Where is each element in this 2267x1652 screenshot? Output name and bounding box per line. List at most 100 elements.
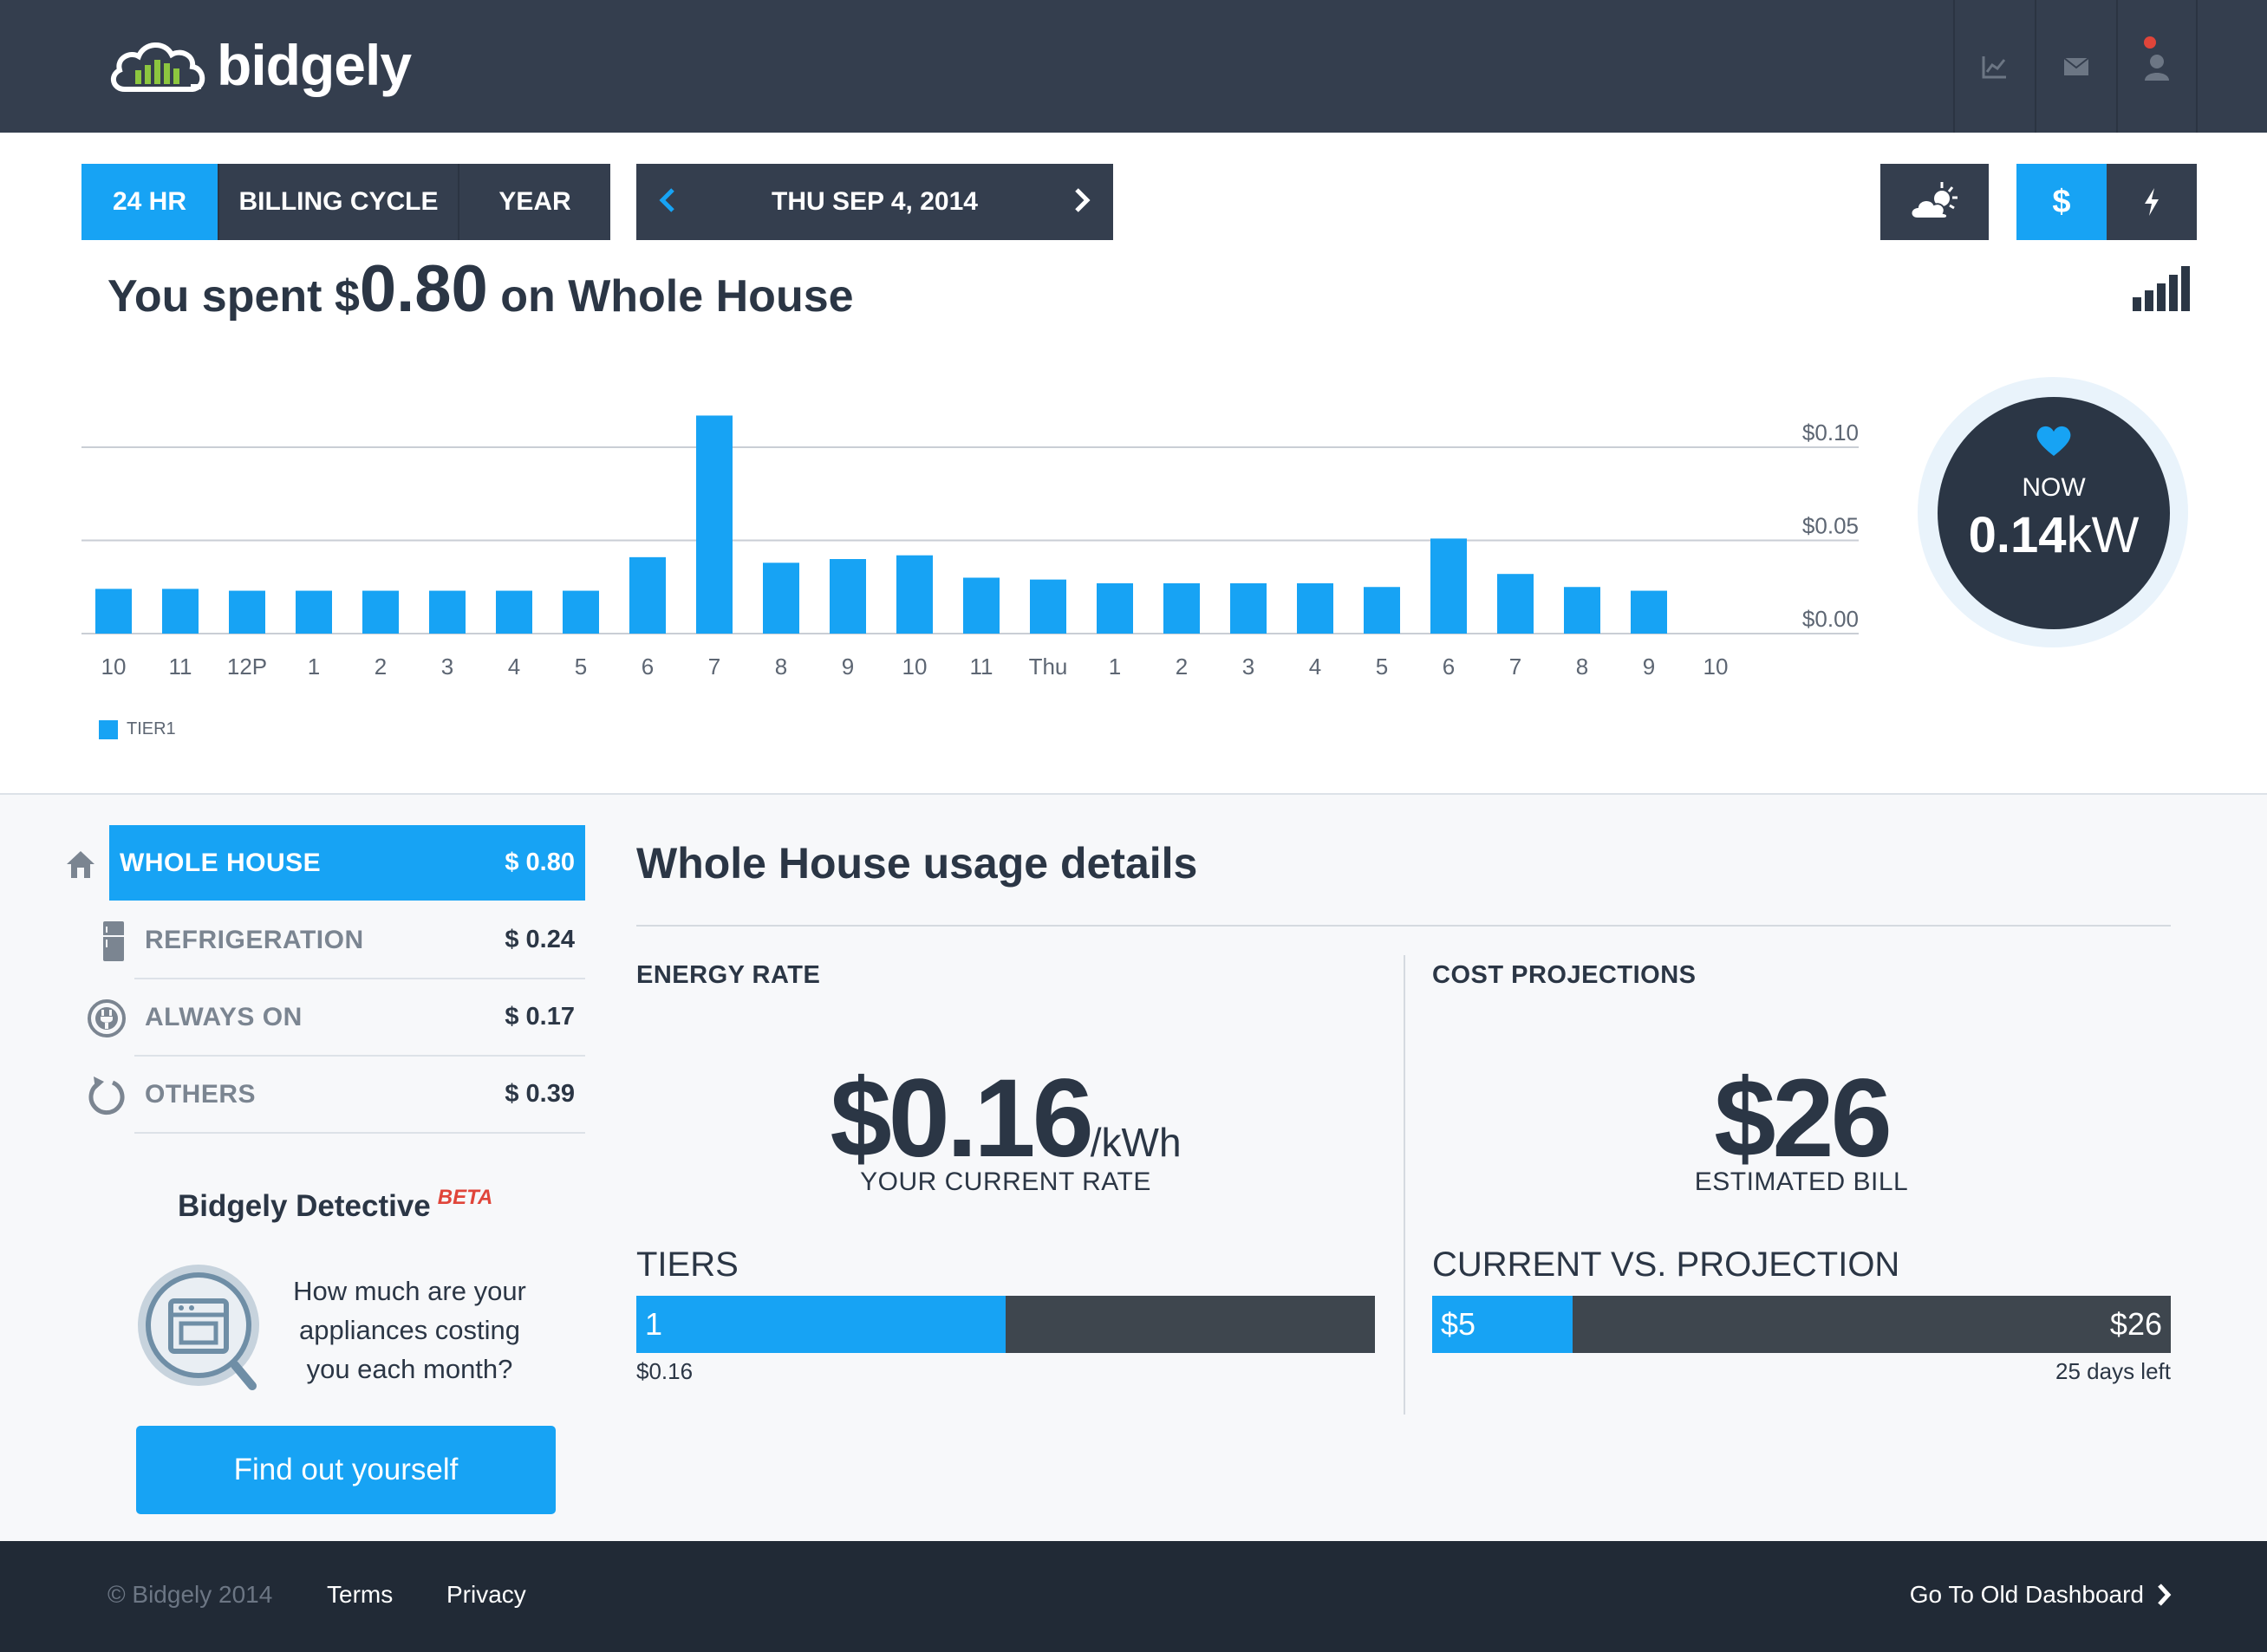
chart-bar[interactable]: [963, 577, 1000, 634]
next-day-button[interactable]: [1072, 187, 1092, 218]
projection-title: CURRENT VS. PROJECTION: [1432, 1246, 1900, 1284]
privacy-link[interactable]: Privacy: [446, 1581, 526, 1608]
chart-bar[interactable]: [1097, 582, 1133, 634]
previous-day-button[interactable]: [657, 187, 678, 218]
chart-bar[interactable]: [1631, 590, 1667, 634]
projection-bar-end-label: $26: [2109, 1306, 2162, 1342]
projection-bar-fill: $5: [1432, 1296, 1573, 1353]
now-label: NOW: [2022, 473, 2086, 502]
refrigerator-icon: [85, 920, 142, 962]
range-24hr-button[interactable]: 24 HR: [81, 164, 219, 240]
chart-x-tick-label: 2: [375, 654, 387, 680]
chart-icon: [1982, 55, 2006, 78]
category-name: OTHERS: [145, 1079, 257, 1109]
unit-selector: $: [2016, 164, 2198, 240]
chart-bar[interactable]: [296, 590, 332, 634]
find-out-yourself-button[interactable]: Find out yourself: [136, 1426, 556, 1514]
details-divider: [636, 925, 2171, 927]
chart-bar[interactable]: [162, 589, 199, 634]
lower-section: WHOLE HOUSE $ 0.80 REFRIGERATION $ 0.24 …: [0, 793, 2267, 1541]
chevron-left-icon: [659, 187, 674, 212]
chart-y-tick-label: $0.10: [1802, 420, 1859, 446]
cost-projections-heading: COST PROJECTIONS: [1432, 961, 1697, 989]
chart-bar[interactable]: [229, 590, 265, 634]
chart-bar[interactable]: [1497, 574, 1534, 634]
detective-title-text: Bidgely Detective: [178, 1189, 431, 1223]
old-dashboard-link[interactable]: Go To Old Dashboard: [1910, 1581, 2172, 1609]
chart-bar[interactable]: [1030, 579, 1066, 634]
chart-button[interactable]: [1953, 0, 2035, 133]
plug-icon: [78, 998, 135, 1039]
bidgely-logo[interactable]: bidgely: [107, 26, 412, 104]
chart-bar[interactable]: [429, 590, 466, 634]
chart-bar[interactable]: [95, 589, 132, 634]
chart-x-tick-label: 10: [101, 654, 127, 680]
user-icon: [2145, 54, 2169, 81]
spent-suffix: on Whole House: [487, 271, 854, 322]
chart-x-tick-label: 8: [775, 654, 787, 680]
energy-rate-value: $0.16/kWh: [636, 1055, 1375, 1182]
messages-button[interactable]: [2035, 0, 2116, 133]
energy-unit-button[interactable]: [2107, 164, 2197, 240]
now-value-unit: kW: [2066, 507, 2140, 563]
beta-badge: BETA: [437, 1186, 493, 1209]
range-year-button[interactable]: YEAR: [498, 187, 571, 216]
chart-bar[interactable]: [1230, 582, 1267, 634]
chart-x-tick-label: 5: [1376, 654, 1388, 680]
chart-y-tick-label: $0.05: [1802, 513, 1859, 539]
chart-bar[interactable]: [362, 590, 399, 634]
chart-bar[interactable]: [563, 590, 599, 634]
refresh-icon: [78, 1075, 135, 1116]
chart-bar[interactable]: [763, 563, 799, 634]
top-bar: bidgely: [0, 0, 2267, 133]
cloud-meter-icon: [110, 42, 205, 92]
chart-bar[interactable]: [1364, 587, 1400, 634]
notification-dot-icon: [2144, 36, 2156, 49]
weather-button[interactable]: [1880, 164, 1989, 240]
category-others[interactable]: OTHERS $ 0.39: [52, 1057, 585, 1134]
energy-rate-heading: ENERGY RATE: [636, 961, 821, 989]
energy-rate-number: $0.16: [830, 1057, 1093, 1180]
chart-x-tick-label: 2: [1176, 654, 1188, 680]
category-cost: $ 0.39: [505, 1080, 575, 1108]
chart-bar[interactable]: [629, 556, 666, 634]
dollar-unit-button[interactable]: $: [2016, 164, 2107, 240]
chart-bar[interactable]: [1564, 587, 1600, 634]
category-refrigeration[interactable]: REFRIGERATION $ 0.24: [52, 902, 585, 979]
chart-bar[interactable]: [1430, 538, 1467, 634]
range-billing-cycle-button[interactable]: BILLING CYCLE: [219, 164, 459, 240]
footer: © Bidgely 2014 Terms Privacy Go To Old D…: [0, 1541, 2267, 1652]
chart-bar[interactable]: [496, 590, 532, 634]
category-name: REFRIGERATION: [145, 925, 364, 954]
range-selector: 24 HR BILLING CYCLE YEAR: [81, 164, 610, 240]
details-title: Whole House usage details: [636, 839, 1198, 888]
category-cost: $ 0.17: [505, 1003, 575, 1031]
chart-view-toggle[interactable]: [2131, 264, 2192, 315]
estimated-bill-number: $26: [1714, 1057, 1892, 1180]
profile-button[interactable]: [2116, 0, 2198, 133]
chart-x-tick-label: 11: [970, 654, 993, 680]
chart-bar[interactable]: [1163, 582, 1200, 634]
category-whole-house[interactable]: WHOLE HOUSE $ 0.80: [52, 825, 585, 902]
category-always-on[interactable]: ALWAYS ON $ 0.17: [52, 979, 585, 1057]
chevron-right-icon: [1075, 187, 1091, 212]
category-name: ALWAYS ON: [145, 1002, 303, 1031]
chart-y-tick-label: $0.00: [1802, 606, 1859, 632]
tiers-bar: 1: [636, 1296, 1375, 1353]
chart-bar[interactable]: [896, 555, 933, 634]
detective-magnifier-icon: [136, 1263, 266, 1406]
chart-x-tick-label: 10: [902, 654, 928, 680]
chart-bar[interactable]: [830, 559, 866, 634]
chart-bar[interactable]: [696, 415, 733, 634]
chart-x-tick-label: Thu: [1029, 654, 1068, 680]
chevron-right-icon: [2158, 1584, 2172, 1606]
chart-x-tick-label: 3: [1242, 654, 1254, 680]
signal-bars-icon: [2133, 266, 2190, 311]
detective-description: How much are your appliances costing you…: [293, 1276, 526, 1384]
chart-x-tick-label: 1: [308, 654, 320, 680]
chart-bar[interactable]: [1297, 582, 1333, 634]
category-list: WHOLE HOUSE $ 0.80 REFRIGERATION $ 0.24 …: [52, 825, 585, 1134]
terms-link[interactable]: Terms: [327, 1581, 394, 1608]
weather-icon: [1910, 182, 1958, 219]
chart-x-tick-label: 1: [1109, 654, 1121, 680]
